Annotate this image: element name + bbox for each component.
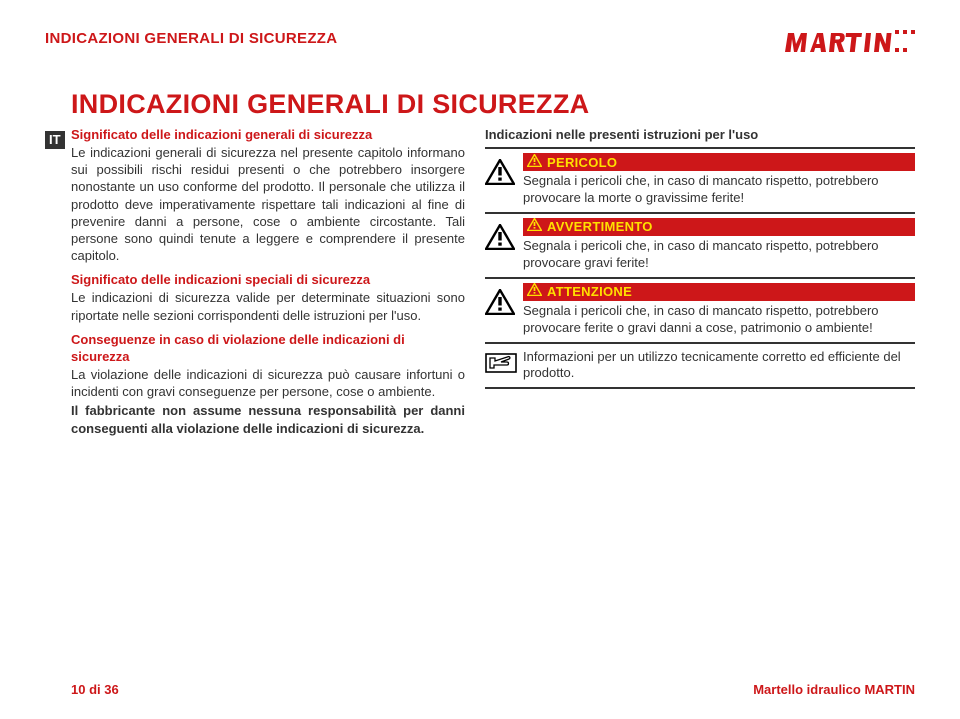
main-title-row: INDICAZIONI GENERALI DI SICUREZZA bbox=[45, 89, 915, 120]
right-column: Indicazioni nelle presenti istruzioni pe… bbox=[485, 126, 915, 439]
warning-triangle-icon bbox=[485, 153, 523, 189]
subheading: Conseguenze in caso di violazione delle … bbox=[71, 331, 465, 365]
info-row: Informazioni per un utilizzo tecnicament… bbox=[485, 342, 915, 390]
paragraph: Le indicazioni di sicurezza valide per d… bbox=[71, 289, 465, 323]
warning-label: PERICOLO bbox=[547, 154, 617, 171]
warning-small-triangle-icon bbox=[527, 154, 542, 171]
warning-label: AVVERTIMENTO bbox=[547, 218, 653, 235]
subheading: Significato delle indicazioni generali d… bbox=[71, 126, 465, 143]
header-title: INDICAZIONI GENERALI DI SICUREZZA bbox=[45, 30, 337, 47]
page-number: 10 di 36 bbox=[71, 682, 119, 697]
warning-triangle-icon bbox=[485, 218, 523, 254]
product-name: Martello idraulico MARTIN bbox=[753, 682, 915, 697]
page-footer: 10 di 36 Martello idraulico MARTIN bbox=[45, 682, 915, 697]
warning-header: ATTENZIONE bbox=[523, 283, 915, 301]
warning-text: Segnala i pericoli che, in caso di manca… bbox=[523, 303, 915, 337]
content-columns: IT Significato delle indicazioni general… bbox=[45, 126, 915, 439]
page-header: INDICAZIONI GENERALI DI SICUREZZA bbox=[45, 30, 915, 61]
warning-row: AVVERTIMENTO Segnala i pericoli che, in … bbox=[485, 212, 915, 277]
warning-header: AVVERTIMENTO bbox=[523, 218, 915, 236]
right-heading: Indicazioni nelle presenti istruzioni pe… bbox=[485, 126, 915, 143]
warning-triangle-icon bbox=[485, 283, 523, 319]
warning-block: PERICOLO Segnala i pericoli che, in caso… bbox=[485, 147, 915, 343]
warning-small-triangle-icon bbox=[527, 283, 542, 300]
language-badge: IT bbox=[45, 131, 65, 149]
subheading: Significato delle indicazioni speciali d… bbox=[71, 271, 465, 288]
warning-label: ATTENZIONE bbox=[547, 283, 632, 300]
paragraph: La violazione delle indicazioni di sicur… bbox=[71, 366, 465, 400]
warning-header: PERICOLO bbox=[523, 153, 915, 171]
warning-row: PERICOLO Segnala i pericoli che, in caso… bbox=[485, 149, 915, 212]
warning-row: ATTENZIONE Segnala i pericoli che, in ca… bbox=[485, 277, 915, 342]
pointing-hand-icon bbox=[485, 349, 523, 379]
warning-text: Segnala i pericoli che, in caso di manca… bbox=[523, 238, 915, 272]
paragraph: Le indicazioni generali di sicurezza nel… bbox=[71, 144, 465, 264]
brand-logo bbox=[785, 30, 915, 61]
info-text: Informazioni per un utilizzo tecnicament… bbox=[523, 349, 915, 383]
left-column: IT Significato delle indicazioni general… bbox=[45, 126, 465, 439]
paragraph-bold: Il fabbricante non assume nessuna respon… bbox=[71, 402, 465, 436]
main-title: INDICAZIONI GENERALI DI SICUREZZA bbox=[45, 89, 915, 120]
warning-text: Segnala i pericoli che, in caso di manca… bbox=[523, 173, 915, 207]
warning-small-triangle-icon bbox=[527, 218, 542, 235]
